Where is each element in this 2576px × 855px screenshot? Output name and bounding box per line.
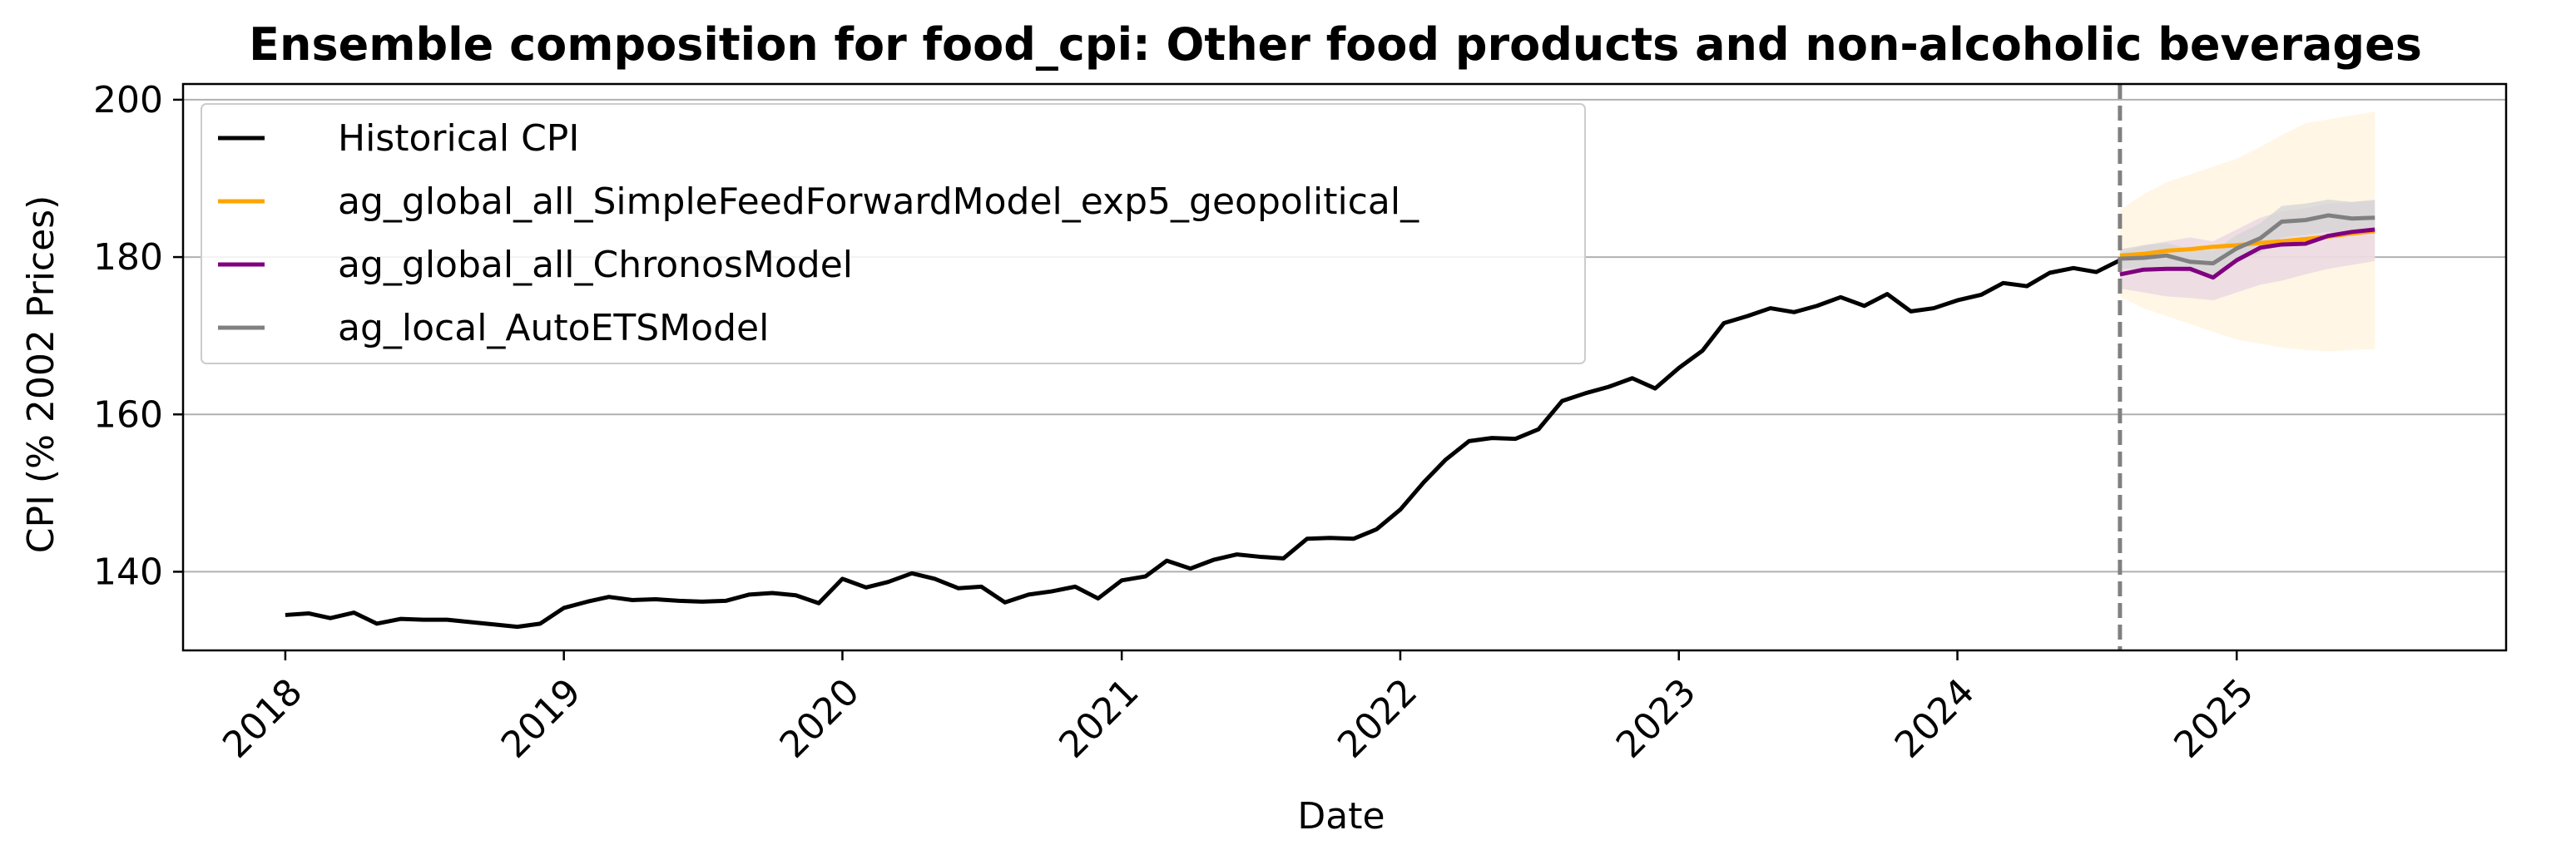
x-tick-label: 2025 (2166, 670, 2261, 766)
legend-box (201, 103, 1586, 364)
x-tick-label: 2022 (1330, 670, 1425, 766)
legend-label: ag_global_all_SimpleFeedForwardModel_exp… (338, 180, 1419, 223)
y-tick-label: 200 (93, 79, 163, 121)
y-tick-label: 140 (93, 551, 163, 593)
series-line-forecast (2119, 227, 2375, 280)
series-line-forecast (2119, 213, 2375, 266)
x-tick-label: 2018 (215, 670, 310, 766)
x-tick-label: 2023 (1608, 670, 1704, 766)
x-tick-label: 2021 (1051, 670, 1147, 766)
legend: Historical CPI ag_global_all_SimpleFeedFo… (201, 103, 1586, 364)
y-tick-label: 160 (93, 393, 163, 436)
axes-frame (181, 82, 2508, 652)
y-tick-label: 180 (93, 236, 163, 279)
x-tick-label: 2020 (772, 670, 868, 766)
legend-label: ag_global_all_ChronosModel (338, 244, 853, 286)
legend-label: ag_local_AutoETSModel (338, 307, 769, 349)
x-tick-label: 2024 (1887, 670, 1983, 766)
x-tick-label: 2019 (493, 670, 589, 766)
x-axis-label: Date (1297, 795, 1385, 838)
series-line-historical (285, 258, 2122, 630)
legend-label: Historical CPI (338, 117, 579, 160)
y-axis-label: CPI (% 2002 Prices) (20, 195, 62, 554)
chart-title: Ensemble composition for food_cpi: Other… (249, 18, 2422, 71)
